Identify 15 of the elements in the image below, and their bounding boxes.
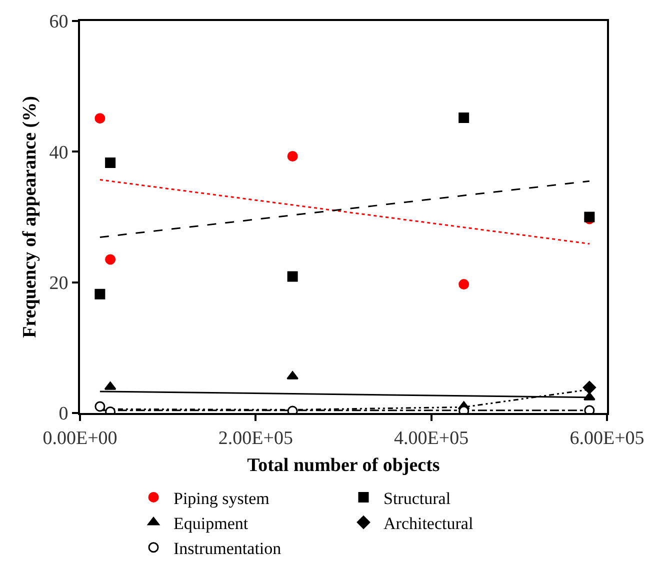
y-tick-label: 0 bbox=[58, 404, 68, 425]
legend-label: Equipment bbox=[174, 514, 248, 533]
legend-label: Architectural bbox=[384, 514, 474, 533]
x-axis-title: Total number of objects bbox=[247, 455, 440, 476]
legend-label: Piping system bbox=[174, 488, 270, 508]
y-tick-label: 20 bbox=[49, 272, 68, 294]
y-tick-label: 60 bbox=[49, 12, 68, 33]
legend-label: Instrumentation bbox=[174, 539, 282, 558]
x-tick-label: 0.00E+00 bbox=[42, 428, 118, 449]
x-tick-label: 6.00E+05 bbox=[570, 428, 644, 449]
x-tick-label: 4.00E+05 bbox=[394, 428, 469, 449]
y-tick-label: 40 bbox=[49, 142, 68, 164]
x-tick-label: 2.00E+05 bbox=[218, 428, 293, 449]
y-axis-title: Frequency of appearance (%) bbox=[20, 96, 41, 338]
legend-label: Structural bbox=[384, 488, 451, 508]
